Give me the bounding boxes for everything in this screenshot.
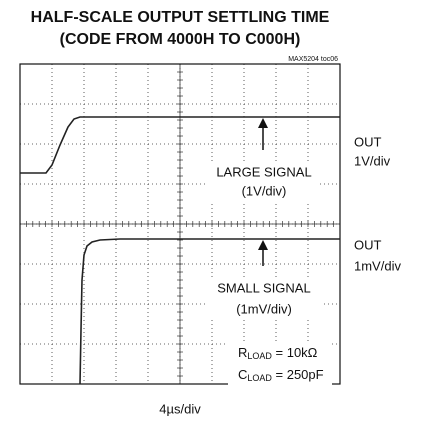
- graticule: [20, 64, 340, 384]
- channel-label: SMALL SIGNAL: [217, 280, 310, 295]
- title-line: (CODE FROM 4000H TO C000H): [60, 31, 301, 48]
- title-line: HALF-SCALE OUTPUT SETTLING TIME: [31, 9, 330, 26]
- channel-sublabel: (1V/div): [242, 183, 287, 198]
- label-backdrop: [228, 342, 332, 386]
- condition-symbol: C: [238, 367, 247, 382]
- condition-subscript: LOAD: [247, 373, 272, 383]
- condition: RLOAD = 10kΩ: [238, 345, 318, 361]
- channel-scale: 1V/div: [354, 153, 391, 168]
- channel-name: OUT: [354, 134, 382, 149]
- channel-label: LARGE SIGNAL: [216, 164, 311, 179]
- arrow-head: [258, 240, 268, 250]
- label-backdrop: [206, 278, 322, 320]
- small-signal-trace: [79, 238, 340, 385]
- channel-scale: 1mV/div: [354, 258, 401, 273]
- condition: CLOAD = 250pF: [238, 367, 324, 383]
- channel-sublabel: (1mV/div): [236, 301, 292, 316]
- x-scale: 4µs/div: [159, 401, 201, 416]
- condition-value: = 10kΩ: [272, 345, 318, 360]
- condition-value: = 250pF: [272, 367, 324, 382]
- figure-id: MAX5204 toc06: [288, 56, 338, 63]
- condition-subscript: LOAD: [247, 351, 272, 361]
- condition-symbol: R: [238, 345, 247, 360]
- label-backdrop: [208, 162, 320, 202]
- channel-name: OUT: [354, 237, 382, 252]
- arrow-head: [258, 118, 268, 128]
- screen-frame: [19, 63, 341, 385]
- large-signal-trace: [20, 116, 340, 174]
